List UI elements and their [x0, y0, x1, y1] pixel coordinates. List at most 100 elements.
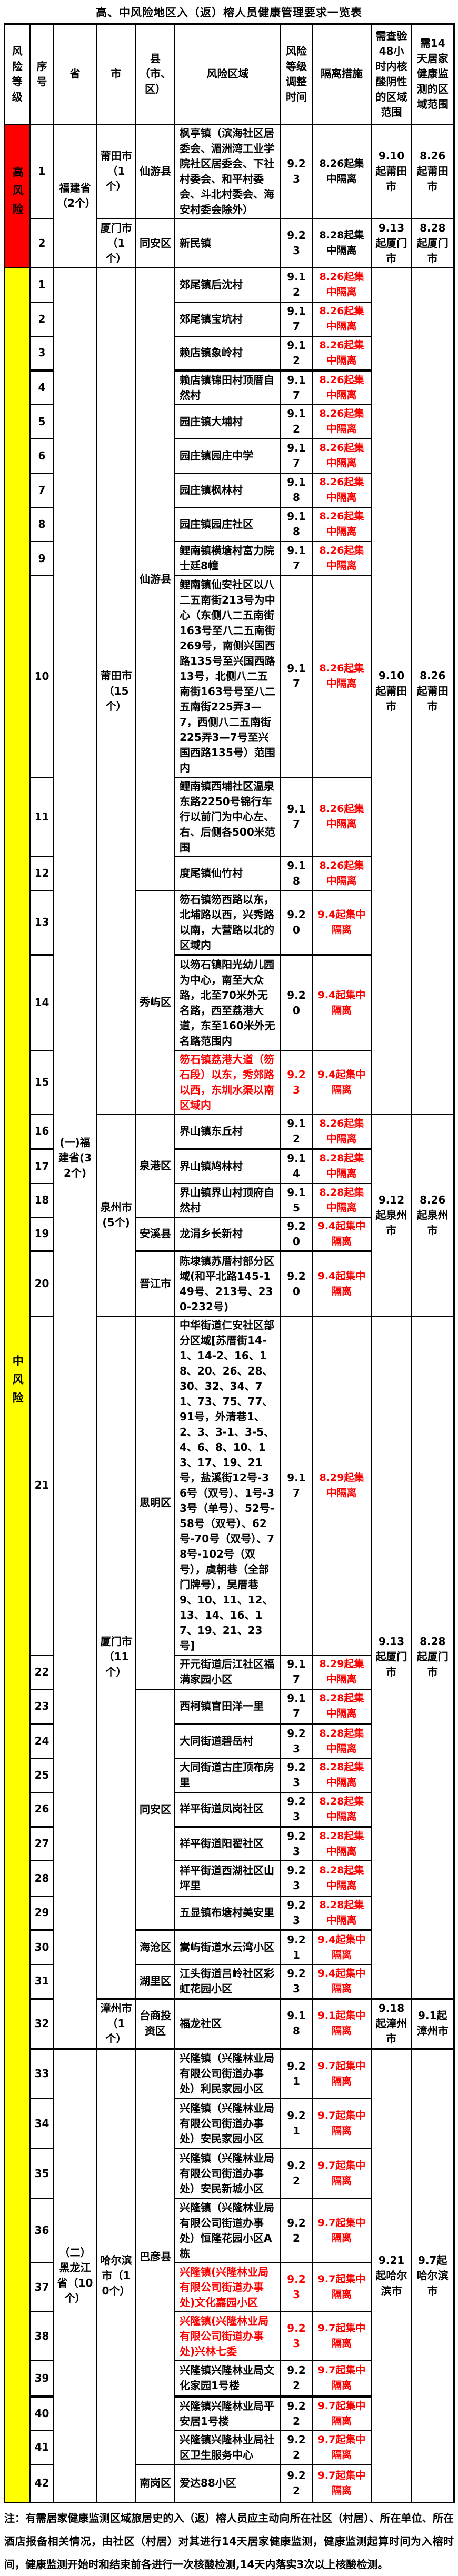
isolation-cell: 9.7起集中隔离 [312, 2311, 372, 2361]
table-row: 15 笏石镇荔港大道（笏石段）以东，秀郊路以西，东圳水渠以南区域内 9.23 9.4起… [4, 1049, 454, 1115]
region-cell: 五显镇布塘村美安里 [174, 1895, 281, 1931]
seq-cell: 40 [29, 2395, 54, 2431]
seq-cell: 3 [29, 335, 54, 371]
time-cell: 9.21 [280, 2047, 313, 2099]
isolation-cell: 8.28起集中隔离 [312, 1182, 372, 1218]
table-row: 35 兴隆镇（兴隆林业局有限公司街道办事处）安民新城小区 9.22 9.7起集中隔离 [4, 2148, 454, 2199]
region-cell: 园庄镇枫林村 [174, 472, 281, 508]
table-row: 28 祥平街道西湖社区山坪里 9.23 8.28起集中隔离 [4, 1860, 454, 1897]
region-cell: 西柯镇官田洋一里 [174, 1688, 281, 1725]
county-cell: 海沧区 [135, 1929, 175, 1965]
county-cell: 泉港区 [135, 1114, 175, 1218]
table-row: 18 界山镇界山村顶府自然村 9.15 8.28起集中隔离 [4, 1182, 454, 1218]
region-cell: 兴隆镇（兴隆林业局有限公司街道办事处）安民新城小区 [174, 2148, 281, 2199]
table-row: 9 鲤南镇横塘村富力院士廷8幢 9.17 8.26起集中隔离 [4, 540, 454, 576]
document-page: 高、中风险地区入（返）榕人员健康管理要求一览表 风险等级 序号 省 市 县（市、… [0, 4, 458, 2576]
time-cell: 9.18 [280, 856, 313, 891]
region-cell: 兴隆镇（兴隆林业局有限公司街道办事处）利民家园小区 [174, 2047, 281, 2099]
seq-cell: 16 [29, 1114, 54, 1149]
region-cell: 新民镇 [174, 218, 281, 268]
county-cell: 台商投资区 [135, 1997, 175, 2049]
time-cell: 9.22 [280, 2395, 313, 2431]
isolation-cell: 8.26起集中隔离 [312, 123, 372, 219]
province-cell: 福建省（2个） [53, 123, 97, 268]
time-cell: 9.23 [280, 2311, 313, 2361]
isolation-cell: 8.28起集中隔离 [312, 1147, 372, 1184]
table-row: 24 大同街道碧岳村 9.23 8.28起集中隔离 [4, 1722, 454, 1759]
table-row: 26 祥平街道凤岗社区 9.23 8.28起集中隔离 [4, 1791, 454, 1827]
seq-cell: 11 [29, 776, 54, 857]
isolation-cell: 8.26起集中隔离 [312, 335, 372, 371]
isolation-cell: 9.7起集中隔离 [312, 2148, 372, 2199]
region-cell: 度尾镇仙竹村 [174, 856, 281, 891]
risk-level-mid-cell: 中风险 [4, 267, 31, 2503]
region-cell: 以笏石镇阳光幼儿园为中心，南至大众路，北至70米外无名路，西至荔港大道，东至16… [174, 954, 281, 1051]
seq-cell: 10 [29, 575, 54, 778]
seq-cell: 20 [29, 1250, 54, 1317]
region-cell: 笏石镇荔港大道（笏石段）以东，秀郊路以西，东圳水渠以南区域内 [174, 1049, 281, 1115]
isolation-cell: 9.7起集中隔离 [312, 2430, 372, 2465]
time-cell: 9.12 [280, 335, 313, 371]
table-row: 6 园庄镇园庄中学 9.17 8.26起集中隔离 [4, 438, 454, 474]
col-header-adjust-time: 风险等级调整时间 [280, 23, 313, 125]
check48-cell: 9.10起莆田市 [371, 123, 412, 219]
isolation-cell: 9.4起集中隔离 [312, 1929, 372, 1965]
region-cell: 兴隆镇兴隆林业局文化家园1号楼 [174, 2360, 281, 2397]
seq-cell: 1 [29, 123, 54, 219]
isolation-cell: 9.4起集中隔离 [312, 1250, 372, 1317]
county-cell: 南岗区 [135, 2463, 175, 2503]
table-row: 33 （二）黑龙江省（10个） 哈尔滨市（10个） 巴彦县 兴隆镇（兴隆林业局有… [4, 2047, 454, 2503]
region-cell: 园庄镇园庄社区 [174, 506, 281, 542]
time-cell: 9.18 [280, 472, 313, 508]
time-cell: 9.12 [280, 1114, 313, 1149]
table-row: 23 同安区 西柯镇官田洋一里 9.17 8.28起集中隔离 [4, 1688, 454, 1931]
time-cell: 9.20 [280, 1250, 313, 1317]
region-cell: 赖店镇象岭村 [174, 335, 281, 371]
table-row: 5 园庄镇大埔村 9.12 8.26起集中隔离 [4, 404, 454, 439]
time-cell: 9.22 [280, 2148, 313, 2199]
monitor14-cell: 8.28起厦门市 [411, 218, 454, 268]
seq-cell: 42 [29, 2463, 54, 2503]
table-row: 高风险 1 福建省（2个） 莆田市（1个） 仙游县 枫亭镇（滨海社区居委会、湄洲… [4, 123, 454, 268]
time-cell: 9.12 [280, 267, 313, 303]
region-cell: 郊尾镇宝坑村 [174, 301, 281, 337]
seq-cell: 35 [29, 2148, 54, 2199]
seq-cell: 18 [29, 1182, 54, 1218]
time-cell: 9.12 [280, 404, 313, 439]
seq-cell: 17 [29, 1147, 54, 1184]
time-cell: 9.18 [280, 1997, 313, 2049]
time-cell: 9.22 [280, 2360, 313, 2397]
time-cell: 9.17 [280, 301, 313, 337]
seq-cell: 15 [29, 1049, 54, 1115]
time-cell: 9.23 [280, 1757, 313, 1793]
seq-cell: 6 [29, 438, 54, 474]
isolation-cell: 8.26起集中隔离 [312, 369, 372, 405]
time-cell: 9.22 [280, 2198, 313, 2263]
check48-cell: 9.12起泉州市 [371, 1114, 412, 1317]
table-row: 36 兴隆镇（兴隆林业局有限公司街道办事处）恒隆花园小区A栋 9.22 9.7起集中隔… [4, 2198, 454, 2263]
isolation-cell: 8.28起集中隔离 [312, 1791, 372, 1827]
region-cell: 兴隆镇（兴隆林业局有限公司街道办事处）安民家园小区 [174, 2098, 281, 2149]
province-cell: (一)福建省(32个) [53, 267, 97, 2049]
region-cell: 江头街道吕岭社区彩虹花园小区 [174, 1963, 281, 1999]
region-cell: 兴隆镇兴隆林业局平安居1号楼 [174, 2395, 281, 2431]
region-cell: 福龙社区 [174, 1997, 281, 2049]
time-cell: 9.23 [280, 1791, 313, 1827]
seq-cell: 14 [29, 954, 54, 1051]
city-cell: 厦门市（11个） [96, 1315, 136, 1999]
monitor14-cell: 8.26起莆田市 [411, 123, 454, 219]
city-cell: 漳州市（1个） [96, 1997, 136, 2049]
province-cell: （二）黑龙江省（10个） [53, 2047, 97, 2503]
seq-cell: 27 [29, 1825, 54, 1861]
table-row: 27 祥平街道阳翟社区 9.23 8.28起集中隔离 [4, 1825, 454, 1861]
table-row: 31 湖里区 江头街道吕岭社区彩虹花园小区 9.23 9.4起集中隔离 [4, 1963, 454, 1999]
table-row: 3 赖店镇象岭村 9.12 8.26起集中隔离 [4, 335, 454, 371]
col-header-monitor14: 需14天居家健康监测的区域范围 [411, 23, 454, 125]
table-row: 10 鲤南镇仙安社区以八二五南街213号为中心（东侧八二五南街163号至八二五南街… [4, 575, 454, 778]
county-cell: 晋江市 [135, 1250, 175, 1317]
time-cell: 9.17 [280, 776, 313, 857]
region-cell: 兴隆镇兴隆林业局社区卫生服务中心 [174, 2430, 281, 2465]
header-row: 风险等级 序号 省 市 县（市、区） 风险区域 风险等级调整时间 隔离措施 需查… [4, 23, 454, 125]
time-cell: 9.23 [280, 1722, 313, 1759]
isolation-cell: 8.28起集中隔离 [312, 1688, 372, 1725]
